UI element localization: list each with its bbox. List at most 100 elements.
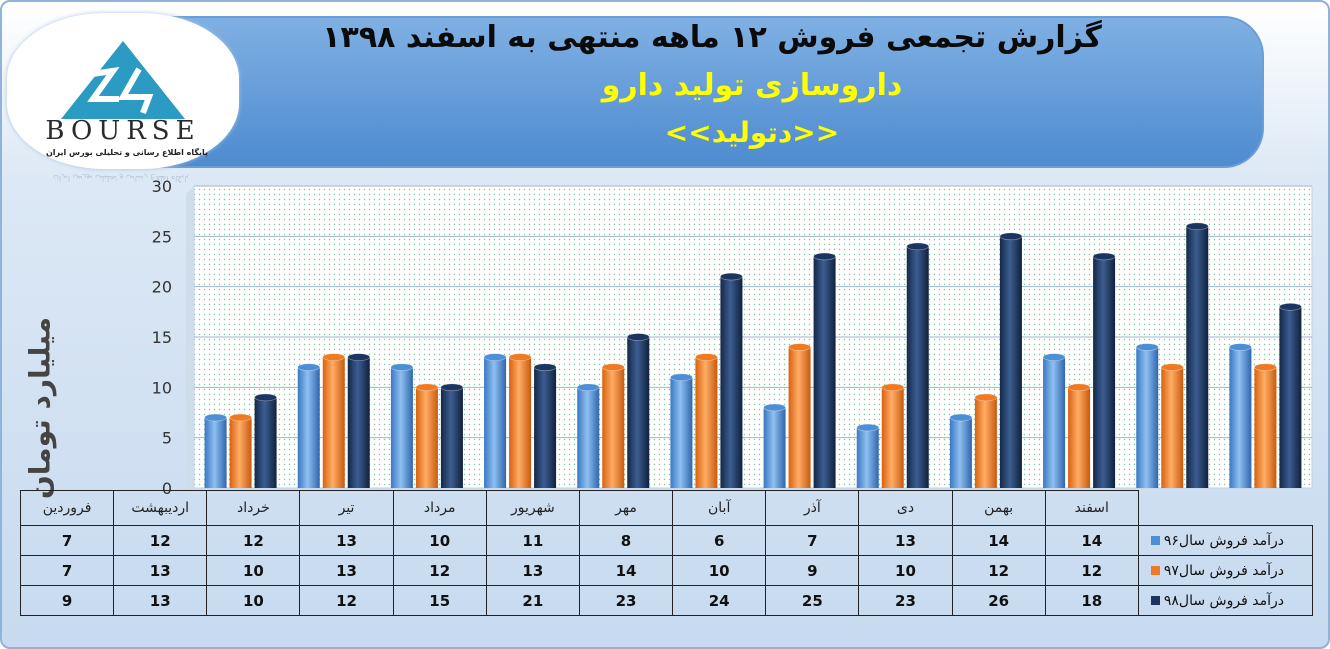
bar bbox=[949, 413, 973, 488]
bar bbox=[720, 272, 743, 488]
data-label: 13 bbox=[858, 525, 953, 556]
data-label: 10 bbox=[392, 525, 487, 556]
bar bbox=[533, 363, 557, 488]
data-label: 14 bbox=[578, 555, 674, 586]
y-tick-label: 25 bbox=[152, 227, 172, 246]
bar bbox=[390, 363, 414, 488]
data-label: 25 bbox=[765, 585, 860, 616]
y-tick-label: 10 bbox=[152, 378, 172, 397]
bar bbox=[483, 353, 507, 488]
y-tick-label: 30 bbox=[152, 177, 172, 196]
x-category-label: دی bbox=[858, 490, 953, 526]
bar bbox=[999, 232, 1023, 488]
bar bbox=[856, 423, 880, 488]
legend-swatch-icon bbox=[1150, 566, 1160, 575]
data-label: 10 bbox=[858, 555, 953, 586]
data-label: 9 bbox=[765, 555, 860, 586]
x-category-label: آذر bbox=[765, 490, 860, 526]
data-label: 14 bbox=[1044, 525, 1139, 556]
legend-label: درآمد فروش سال۹۶ bbox=[1163, 532, 1284, 549]
bar bbox=[440, 383, 464, 488]
bar bbox=[1042, 353, 1066, 488]
x-category-label: بهمن bbox=[951, 490, 1046, 526]
bar bbox=[881, 383, 905, 488]
bar bbox=[1185, 222, 1209, 488]
y-tick-label: 0 bbox=[162, 479, 172, 498]
data-label: 11 bbox=[485, 525, 580, 556]
data-label: 23 bbox=[578, 585, 674, 616]
data-label: 26 bbox=[951, 585, 1046, 616]
chart-title: گزارش تجمعی فروش ۱۲ ماهه منتهی به اسفند … bbox=[322, 20, 1102, 55]
bar bbox=[695, 353, 718, 488]
bar bbox=[626, 333, 650, 488]
logo-brand: BOURSE bbox=[45, 116, 200, 146]
data-label: 9 bbox=[19, 585, 115, 616]
bar bbox=[813, 252, 836, 488]
logo-caption: پایگاه اطلاع رسانی و تحلیلی بورس ایران bbox=[45, 148, 209, 157]
bar bbox=[508, 353, 532, 488]
data-table: فروردین اردیبهشت خرداد تیر مرداد شهریور مهر آبا… bbox=[19, 490, 1313, 616]
bar bbox=[204, 413, 227, 488]
bourse24-logo: BOURSE پایگاه اطلاع رسانی و تحلیلی بورس … bbox=[7, 13, 239, 169]
bar bbox=[229, 413, 252, 488]
x-category-label: آبان bbox=[672, 490, 767, 526]
table-row: 7 12 12 13 10 11 8 6 7 13 14 14 درآمد فروش سال۹۶ bbox=[19, 525, 1313, 556]
company-name: داروسازی تولید دارو bbox=[601, 68, 903, 103]
bar bbox=[601, 363, 625, 488]
legend-label: درآمد فروش سال۹۸ bbox=[1163, 592, 1284, 609]
data-label: 12 bbox=[113, 525, 208, 556]
data-label: 21 bbox=[485, 585, 580, 616]
bar bbox=[763, 403, 786, 488]
bar bbox=[297, 363, 321, 488]
data-label: 12 bbox=[299, 585, 394, 616]
data-label: 12 bbox=[206, 525, 301, 556]
data-label: 13 bbox=[299, 555, 394, 586]
bar bbox=[906, 242, 930, 488]
data-label: 7 bbox=[765, 525, 860, 556]
bar bbox=[254, 393, 277, 488]
x-category-label: فروردین bbox=[19, 490, 115, 526]
bar bbox=[1092, 252, 1116, 488]
x-category-label: اردیبهشت bbox=[113, 490, 208, 526]
bar bbox=[1135, 343, 1159, 488]
legend-entry: درآمد فروش سال۹۷ bbox=[1137, 555, 1313, 586]
data-label: 10 bbox=[206, 585, 301, 616]
bars bbox=[204, 222, 1302, 488]
legend-entry: درآمد فروش سال۹۸ bbox=[1137, 585, 1313, 616]
data-label: 10 bbox=[672, 555, 767, 586]
legend-swatch-icon bbox=[1150, 596, 1160, 605]
bar bbox=[415, 383, 439, 488]
bar bbox=[788, 343, 811, 488]
y-tick-label: 20 bbox=[152, 278, 172, 297]
bar bbox=[1254, 363, 1277, 488]
y-axis-ticks: 0 5 10 15 20 25 30 bbox=[152, 177, 172, 498]
bar bbox=[322, 353, 346, 488]
data-label: 12 bbox=[392, 555, 487, 586]
grid-lines bbox=[194, 185, 1312, 439]
data-label: 24 bbox=[672, 585, 767, 616]
x-category-label: شهریور bbox=[485, 490, 580, 526]
bar bbox=[1160, 363, 1184, 488]
bar bbox=[670, 373, 693, 488]
bar bbox=[974, 393, 998, 488]
data-label: 15 bbox=[392, 585, 487, 616]
table-row: 9 13 10 12 15 21 23 24 25 23 26 18 درآمد فروش سال۹۸ bbox=[19, 585, 1313, 616]
data-label: 7 bbox=[19, 525, 115, 556]
y-axis-title: میلیارد تومان bbox=[23, 316, 57, 500]
data-label: 6 bbox=[672, 525, 767, 556]
bar bbox=[347, 353, 371, 488]
data-label: 18 bbox=[1044, 585, 1139, 616]
category-row: فروردین اردیبهشت خرداد تیر مرداد شهریور مهر آبا… bbox=[19, 490, 1313, 526]
bar bbox=[1229, 343, 1252, 488]
data-label: 13 bbox=[113, 585, 208, 616]
x-category-label: تیر bbox=[299, 490, 394, 526]
data-label: 8 bbox=[578, 525, 674, 556]
x-category-label: مهر bbox=[578, 490, 674, 526]
bar bbox=[1279, 302, 1302, 488]
data-label: 13 bbox=[299, 525, 394, 556]
data-label: 14 bbox=[951, 525, 1046, 556]
data-label: 13 bbox=[485, 555, 580, 586]
data-label: 13 bbox=[113, 555, 208, 586]
